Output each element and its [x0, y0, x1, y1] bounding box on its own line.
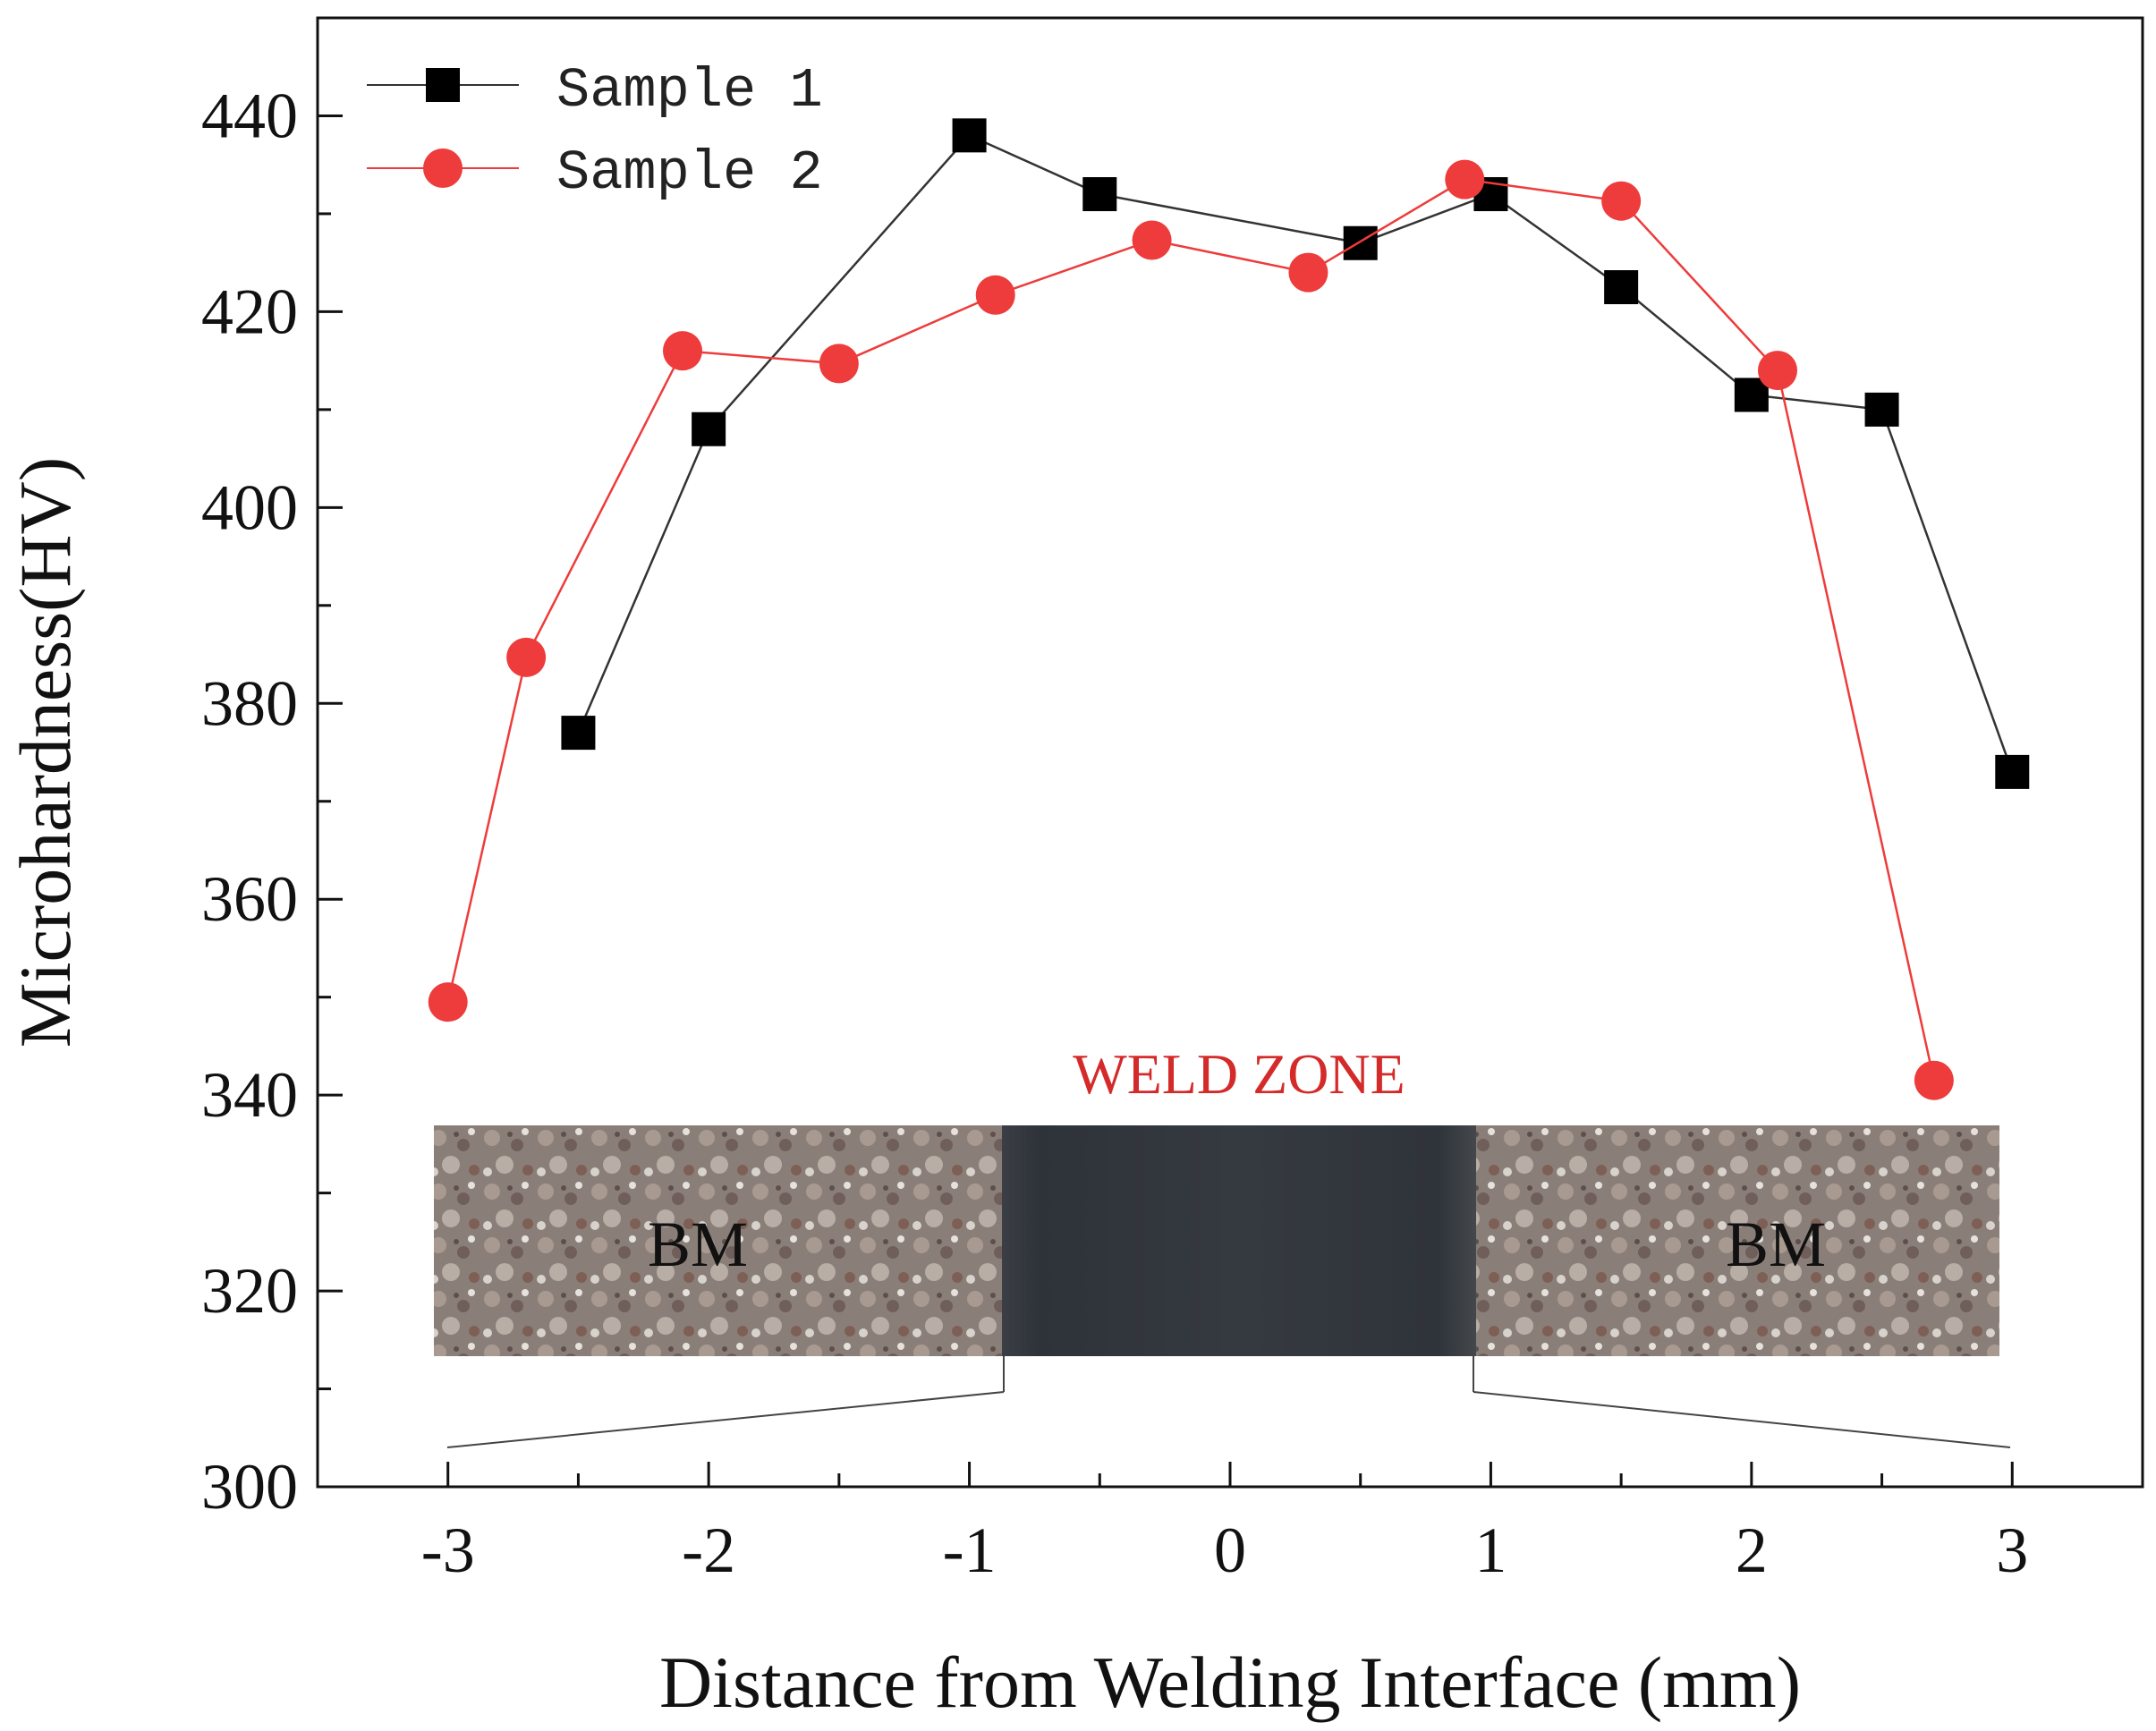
weld-zone-region [1002, 1125, 1476, 1356]
y-axis-title: Microhardness(HV) [4, 457, 86, 1048]
weld-zone-label: WELD ZONE [1073, 1042, 1405, 1106]
data-point-sample-2 [428, 982, 468, 1022]
data-point-sample-2 [1288, 252, 1328, 293]
data-point-sample-2 [1445, 159, 1485, 199]
series-1 [561, 118, 2030, 789]
data-point-sample-2 [1758, 351, 1797, 391]
series-line-sample-2 [446, 178, 1936, 1081]
data-point-sample-1 [1082, 177, 1117, 212]
y-tick-label: 360 [201, 863, 298, 935]
micrograph-inset: WELD ZONE BM BM [434, 1042, 2011, 1448]
x-tick-label: -1 [943, 1515, 997, 1586]
data-point-sample-1 [952, 118, 987, 153]
legend-label-sample-1: Sample 1 [556, 59, 823, 123]
data-point-sample-1 [1604, 270, 1639, 305]
x-tick-label: 1 [1474, 1515, 1507, 1586]
x-tick-label: 2 [1736, 1515, 1768, 1586]
y-axis: 300 320 340 360 380 400 420 440 [201, 80, 343, 1523]
y-tick-label: 440 [201, 80, 298, 151]
data-point-sample-1 [1864, 392, 1899, 427]
y-tick-label: 380 [201, 667, 298, 739]
bm-right-region [1476, 1125, 1999, 1356]
x-tick-label: 0 [1214, 1515, 1246, 1586]
data-point-sample-2 [663, 331, 702, 371]
data-point-sample-2 [1601, 181, 1642, 221]
data-point-sample-2 [1132, 220, 1172, 260]
data-point-sample-1 [561, 716, 596, 751]
data-point-sample-1 [1995, 754, 2030, 789]
series-line-sample-1 [577, 133, 2014, 773]
legend: Sample 1 Sample 2 [367, 59, 823, 205]
data-point-sample-2 [819, 344, 859, 384]
legend-label-sample-2: Sample 2 [556, 141, 823, 205]
series-layer [428, 118, 2030, 1100]
data-point-sample-2 [1914, 1060, 1954, 1100]
x-axis: -3 -2 -1 0 1 2 3 [421, 1462, 2028, 1586]
series-2 [428, 159, 1954, 1100]
bm-left-label: BM [648, 1209, 748, 1280]
bm-right-label: BM [1726, 1209, 1826, 1280]
zoom-line-right-diag [1473, 1391, 2011, 1448]
legend-marker-sample-2 [423, 148, 463, 188]
y-tick-label: 340 [201, 1059, 298, 1131]
y-tick-label: 320 [201, 1255, 298, 1327]
data-point-sample-2 [975, 275, 1015, 315]
y-tick-label: 400 [201, 471, 298, 543]
y-tick-label: 420 [201, 276, 298, 347]
x-axis-title: Distance from Welding Interface (mm) [659, 1642, 1801, 1723]
x-tick-label: -3 [421, 1515, 475, 1586]
x-tick-label: -2 [682, 1515, 735, 1586]
zoom-line-left-diag [446, 1391, 1005, 1448]
legend-marker-sample-1 [426, 68, 460, 102]
data-point-sample-1 [1734, 378, 1769, 412]
data-point-sample-2 [506, 637, 547, 677]
x-tick-label: 3 [1996, 1515, 2028, 1586]
bm-left-region [434, 1125, 1002, 1356]
data-point-sample-1 [692, 412, 726, 446]
data-point-sample-1 [1343, 225, 1378, 260]
y-tick-label: 300 [201, 1451, 298, 1523]
